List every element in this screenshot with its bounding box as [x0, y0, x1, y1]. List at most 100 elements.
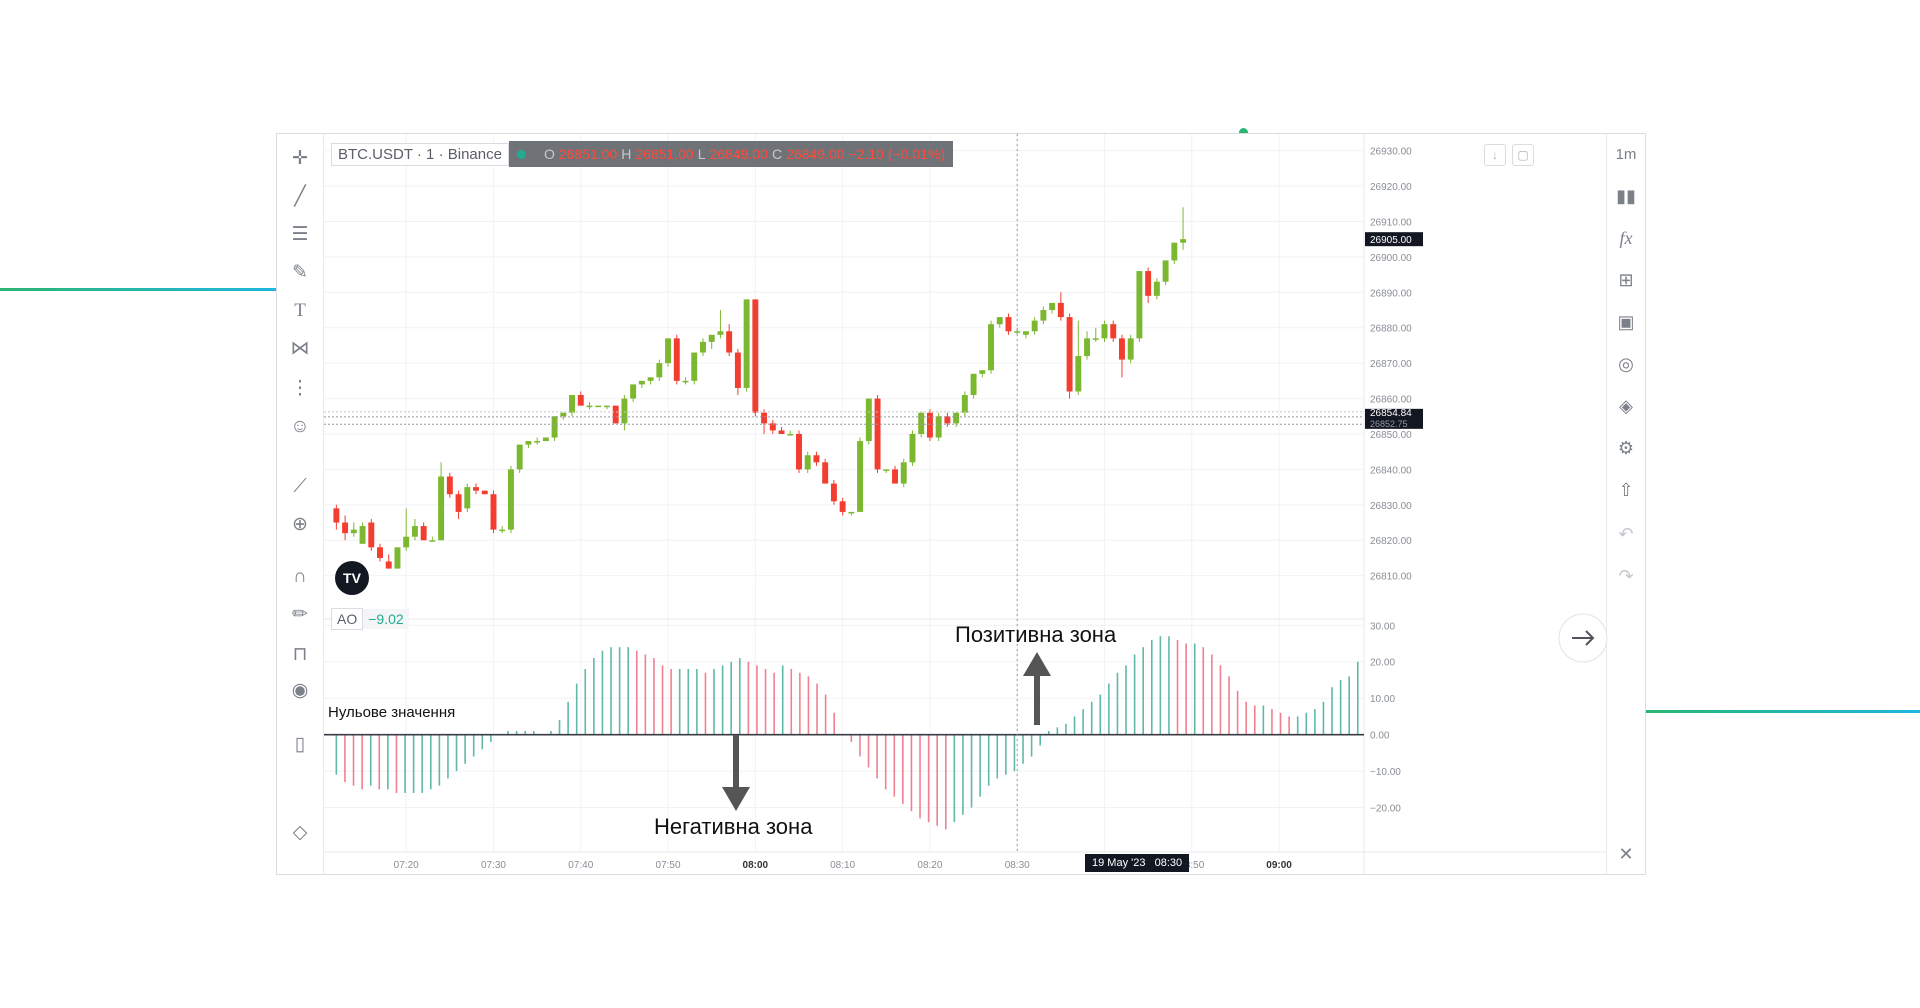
unlock-icon[interactable]: ⊓ — [292, 643, 308, 665]
zoom-icon[interactable]: ⊕ — [292, 513, 308, 535]
ao-tick-label: 20.00 — [1370, 658, 1395, 669]
candle-body — [822, 462, 829, 484]
price-tick-label: 26840.00 — [1370, 465, 1412, 476]
candle — [647, 377, 654, 385]
candle — [1118, 334, 1125, 378]
candle — [630, 384, 637, 403]
price-tick-label: 26810.00 — [1370, 572, 1412, 583]
candle — [534, 437, 541, 445]
window-buttons: ↓ ▢ — [1484, 144, 1534, 166]
candle-body — [1162, 260, 1169, 282]
trend-line-icon[interactable]: ╱ — [294, 185, 306, 207]
candles-icon[interactable]: ▮▮ — [1616, 186, 1636, 206]
fib-lines-icon[interactable]: ☰ — [291, 223, 309, 245]
lock-drawing-icon[interactable]: ✏ — [292, 603, 308, 625]
download-icon[interactable]: ↓ — [1484, 144, 1506, 166]
price-tick-label: 26820.00 — [1370, 536, 1412, 547]
fx-icon[interactable]: fx — [1619, 228, 1633, 248]
candle — [961, 391, 968, 417]
time-tick-label: 07:30 — [481, 860, 506, 871]
candle — [1145, 267, 1152, 303]
candle — [778, 426, 785, 434]
candle — [464, 483, 471, 512]
undo-icon[interactable]: ↶ — [1618, 524, 1634, 544]
magnet-icon[interactable]: ∩ — [293, 565, 307, 587]
candle-body — [682, 380, 689, 383]
symbol-label[interactable]: BTC.USDT · 1 · Binance — [331, 142, 509, 166]
candle — [909, 430, 916, 466]
candle — [691, 352, 698, 385]
candle-body — [1084, 338, 1091, 357]
candle — [717, 310, 724, 339]
candle — [1005, 313, 1012, 335]
candle — [953, 412, 960, 427]
candle — [988, 320, 994, 374]
candle-body — [542, 437, 549, 442]
interval-button[interactable]: 1m — [1615, 145, 1637, 163]
close-icon[interactable]: ✕ — [1618, 844, 1634, 864]
candle — [429, 536, 436, 542]
forecast-icon[interactable]: ⋮ — [290, 377, 310, 399]
candle-body — [874, 398, 881, 470]
compare-icon[interactable]: ⊞ — [1618, 270, 1634, 290]
brush-icon[interactable]: ✎ — [292, 261, 308, 283]
candle — [796, 430, 802, 473]
candle — [490, 490, 497, 534]
object-tree-icon[interactable]: ◈ — [1619, 396, 1633, 416]
candle — [1127, 334, 1134, 364]
fullscreen-icon[interactable]: ▢ — [1512, 144, 1534, 166]
candle-body — [1180, 239, 1187, 243]
indicator-name[interactable]: AO — [331, 608, 364, 630]
candle-body — [883, 469, 890, 471]
text-icon[interactable]: T — [294, 299, 306, 321]
candle — [455, 490, 462, 519]
high-value: 26851.00 — [635, 146, 694, 162]
candle-body — [411, 526, 418, 537]
hide-icon[interactable]: ◎ — [1618, 354, 1634, 374]
candle-body — [761, 412, 768, 424]
time-tick-label: 07:50 — [656, 860, 681, 871]
candle — [726, 324, 733, 357]
candle — [839, 497, 846, 516]
candle — [970, 373, 977, 399]
trash-icon[interactable]: ▯ — [294, 733, 306, 755]
candle — [359, 522, 366, 544]
ruler-icon[interactable]: ⟋ — [293, 475, 307, 497]
candle-body — [630, 384, 637, 399]
candle-body — [708, 334, 715, 342]
eye-icon[interactable]: ◉ — [291, 679, 309, 701]
price-tick-label: 26850.00 — [1370, 430, 1412, 441]
snapshot-icon[interactable]: ▣ — [1617, 312, 1635, 332]
candle — [682, 377, 689, 385]
price-tick-label: 26890.00 — [1370, 288, 1412, 299]
emoji-icon[interactable]: ☺ — [290, 415, 310, 437]
candle-body — [1092, 338, 1099, 340]
candle-body — [394, 547, 401, 569]
candle — [857, 437, 864, 512]
candle — [1031, 317, 1038, 335]
ao-tick-label: −10.00 — [1370, 767, 1401, 778]
candle — [394, 547, 401, 569]
candle — [377, 543, 383, 562]
candle-body — [769, 423, 776, 431]
candle-body — [647, 377, 654, 381]
layers-icon[interactable]: ◇ — [292, 821, 308, 843]
candle-body — [944, 416, 951, 424]
change-value: −2.10 (−0.01%) — [848, 146, 946, 162]
candle-body — [813, 455, 820, 463]
candle — [848, 511, 855, 516]
ohlc-values: O 26851.00 H 26851.00 L 26849.00 C 26849… — [508, 141, 954, 167]
candle-body — [892, 469, 898, 484]
crosshair-icon[interactable]: ✛ — [292, 147, 308, 169]
chart-window: ✛ ╱ ☰ ✎ T ⋈ ⋮ ☺ ⟋ ⊕ ∩ ✏ ⊓ ◉ ▯ ◇ 1m ▮▮ fx… — [276, 133, 1646, 875]
settings-icon[interactable]: ⚙ — [1617, 438, 1635, 458]
tradingview-logo-icon[interactable]: TV — [335, 561, 369, 595]
pattern-icon[interactable]: ⋈ — [290, 337, 310, 359]
redo-icon[interactable]: ↷ — [1618, 566, 1634, 586]
candle-body — [988, 324, 994, 371]
chart-area[interactable]: 26930.00 26920.00 26910.00 26900.00 26890.00… — [324, 134, 1606, 874]
negative-zone-arrow-icon — [722, 735, 750, 811]
candle-body — [1101, 324, 1108, 339]
arrow-right-icon[interactable] — [1557, 612, 1609, 664]
share-icon[interactable]: ⇧ — [1618, 480, 1634, 500]
